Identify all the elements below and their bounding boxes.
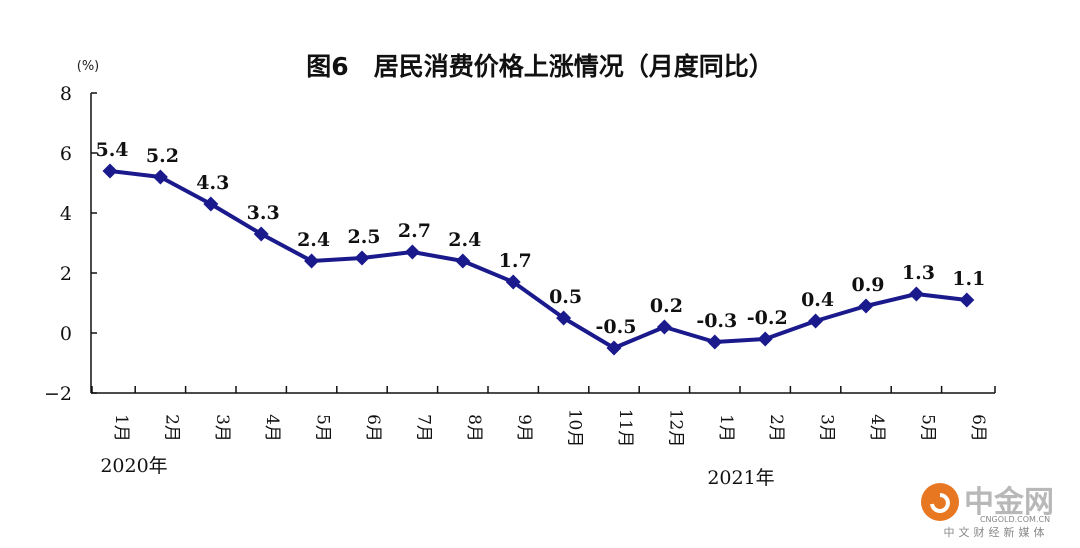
data-label: 5.4 [95, 139, 128, 161]
series-line [109, 169, 968, 350]
data-label: 5.2 [146, 145, 179, 167]
axes [90, 93, 995, 394]
data-point-marker [757, 331, 773, 347]
data-point-marker [152, 169, 168, 185]
data-label: 0.9 [851, 274, 884, 296]
data-label: 3.3 [247, 202, 280, 224]
data-point-marker [707, 334, 723, 350]
data-point-marker [959, 292, 975, 308]
x-tick-label: 3月 [817, 414, 837, 442]
x-tick-label: 5月 [917, 414, 937, 442]
watermark-name: 中金网 [964, 485, 1054, 520]
x-tick-label: 2月 [766, 414, 786, 442]
y-ticks: 8 6 4 2 0 −2 [44, 83, 97, 405]
y-tick-label: 8 [60, 83, 72, 105]
watermark-subtitle: 中文财经新媒体 [944, 525, 1049, 539]
y-axis-unit: (%) [77, 59, 100, 74]
data-label: 1.7 [499, 250, 532, 272]
data-point-marker [102, 163, 118, 179]
y-tick-label: 4 [60, 203, 72, 225]
y-tick-label: 0 [60, 323, 72, 345]
data-label: 4.3 [196, 172, 229, 194]
data-label: 2.5 [347, 226, 380, 248]
x-tick-label: 4月 [867, 414, 887, 442]
watermark-url: CNGOLD.COM.CN [980, 515, 1050, 524]
data-point-marker [505, 274, 521, 290]
x-tick-label: 3月 [212, 414, 232, 442]
data-point-marker [908, 286, 924, 302]
y-tick-label: −2 [44, 383, 72, 405]
x-tick-label: 2月 [161, 414, 181, 442]
data-label: 1.3 [902, 262, 935, 284]
x-tick-label: 1月 [716, 414, 736, 442]
data-point-marker [253, 226, 269, 242]
x-tick-label: 9月 [514, 414, 534, 442]
data-label: -0.2 [747, 307, 788, 329]
data-label: 2.7 [398, 220, 431, 242]
x-tick-label: 12月 [665, 409, 685, 448]
data-point-marker [656, 319, 672, 335]
data-label: 0.2 [650, 295, 683, 317]
data-label: 2.4 [297, 229, 330, 251]
x-tick-label: 4月 [262, 414, 282, 442]
x-tick-label: 11月 [615, 409, 635, 448]
x-tick-label: 8月 [464, 414, 484, 442]
chart-title: 图6 居民消费价格上涨情况（月度同比） [306, 52, 773, 81]
data-point-marker [606, 340, 622, 356]
year-label-2021: 2021年 [707, 467, 774, 489]
data-point-marker [556, 310, 572, 326]
data-label: 2.4 [448, 229, 481, 251]
data-point-marker [455, 253, 471, 269]
data-label: -0.3 [696, 310, 737, 332]
watermark-logo-icon [921, 483, 959, 521]
x-tick-label: 6月 [363, 414, 383, 442]
x-tick-label: 7月 [413, 414, 433, 442]
data-labels: 5.4 5.2 4.3 3.3 2.4 2.5 2.7 2.4 1.7 0.5 -0.5 0.2 -0.… [95, 139, 985, 338]
data-point-marker [203, 196, 219, 212]
x-tick-label: 1月 [111, 414, 131, 442]
data-label: 0.4 [801, 289, 834, 311]
data-point-marker [404, 244, 420, 260]
y-tick-label: 2 [60, 263, 72, 285]
data-point-marker [808, 313, 824, 329]
year-label-2020: 2020年 [100, 455, 167, 477]
data-point-marker [858, 298, 874, 314]
x-tick-label: 10月 [565, 409, 585, 448]
data-label: -0.5 [596, 316, 637, 338]
data-point-marker [354, 250, 370, 266]
x-ticks: 1月 2月 3月 4月 5月 6月 7月 8月 9月 10月 11月 12月 1月 2月 3月 4月 5月 6月 [91, 386, 996, 448]
watermark-logo-swirl [930, 493, 950, 513]
data-label: 0.5 [549, 286, 582, 308]
watermark-logo: 中金网 CNGOLD.COM.CN 中文财经新媒体 [921, 483, 1054, 539]
data-markers [102, 163, 975, 356]
y-tick-label: 6 [60, 143, 72, 165]
data-label: 1.1 [952, 268, 985, 290]
data-point-marker [304, 253, 320, 269]
x-tick-label: 5月 [313, 414, 333, 442]
x-tick-label: 6月 [968, 414, 988, 442]
